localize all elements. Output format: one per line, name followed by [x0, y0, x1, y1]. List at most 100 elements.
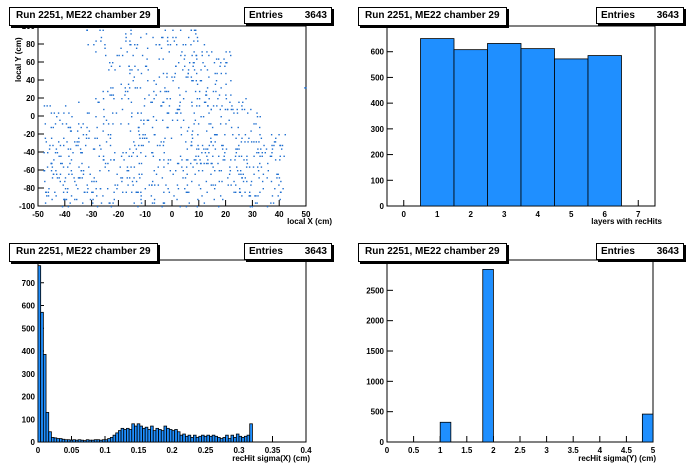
hit-point [122, 191, 124, 193]
hit-point [145, 65, 148, 67]
hit-point [50, 137, 53, 139]
hit-point [162, 72, 165, 75]
hit-point [202, 62, 204, 64]
histogram-bar [126, 427, 130, 443]
hit-point [187, 76, 189, 78]
hit-point [184, 177, 187, 179]
hit-point [191, 137, 194, 139]
hit-point [282, 188, 284, 190]
hit-point [47, 195, 50, 197]
hit-point [74, 180, 76, 183]
histogram-bar [203, 435, 208, 443]
hit-point [140, 119, 142, 121]
hit-point [59, 173, 62, 175]
x-tick-label: 0 [385, 446, 390, 455]
hit-point [49, 144, 51, 147]
hit-point [136, 87, 138, 89]
hit-point [229, 166, 231, 168]
hit-point [162, 144, 165, 147]
hit-point [89, 173, 91, 175]
hit-point [168, 51, 170, 53]
hit-point [235, 137, 237, 139]
hit-point [250, 180, 253, 183]
hit-point [93, 180, 95, 183]
hit-point [253, 141, 255, 143]
histogram-bar [77, 439, 82, 443]
hit-point [191, 144, 193, 147]
hit-point [190, 29, 193, 31]
hit-point [177, 162, 180, 165]
hit-point [206, 191, 208, 193]
hit-point [257, 195, 259, 197]
stats-entries-label: Entries [601, 10, 635, 21]
hit-point [109, 202, 111, 204]
hit-point [138, 173, 140, 175]
hit-point [220, 116, 222, 118]
hit-point [204, 101, 207, 103]
hit-point [218, 170, 221, 172]
hit-point [172, 173, 174, 175]
hit-point [256, 152, 258, 154]
hit-point [278, 177, 281, 179]
hit-point [218, 180, 220, 183]
hit-point [238, 148, 240, 150]
hit-point [107, 123, 110, 125]
hit-point [305, 87, 307, 89]
hit-point [208, 123, 210, 125]
hit-point [213, 62, 216, 64]
hit-point [225, 83, 227, 85]
hit-point [214, 184, 217, 186]
hit-point [210, 184, 212, 186]
hit-point [85, 137, 88, 139]
hit-point [236, 108, 238, 111]
hit-point [259, 134, 261, 136]
hit-point [140, 72, 143, 75]
hit-point [272, 202, 275, 204]
hit-point [92, 202, 94, 204]
hit-point [116, 184, 119, 186]
histogram-bar [42, 354, 47, 443]
hit-point [68, 173, 70, 175]
hit-point [226, 62, 228, 64]
hit-point [88, 112, 90, 114]
hit-point [93, 44, 95, 46]
hit-point [69, 162, 71, 165]
hit-point [208, 54, 210, 57]
hit-point [161, 177, 164, 179]
hit-point [248, 137, 250, 139]
hit-point [172, 36, 174, 39]
x-tick-label: 0.35 [265, 446, 281, 455]
hit-point [256, 112, 258, 114]
y-tick-label: 100 [22, 22, 36, 31]
hit-point [195, 33, 197, 35]
hit-point [210, 162, 212, 165]
hit-point [153, 170, 155, 172]
hit-point [142, 134, 144, 136]
hit-point [173, 40, 176, 42]
hit-point [236, 112, 239, 114]
hit-point [69, 202, 71, 204]
hit-point [128, 87, 131, 89]
hit-point [183, 58, 186, 60]
hit-point [250, 108, 252, 111]
hit-point [210, 173, 212, 175]
hit-point [221, 144, 223, 147]
histogram-bar [238, 435, 243, 443]
hit-point [167, 159, 170, 161]
hit-point [236, 166, 238, 168]
hit-point [188, 36, 190, 39]
hit-point [112, 123, 114, 125]
hit-point [102, 155, 105, 157]
hit-point [217, 98, 219, 100]
hit-point [137, 191, 139, 193]
hit-point [214, 141, 216, 143]
hit-point [238, 173, 240, 175]
hit-point [102, 130, 104, 132]
hit-point [106, 188, 109, 190]
hit-point [132, 80, 134, 82]
hit-point [56, 152, 59, 154]
hit-point [256, 116, 259, 118]
hit-point [52, 144, 54, 147]
hit-point [176, 108, 179, 111]
histogram-bar [69, 439, 74, 443]
